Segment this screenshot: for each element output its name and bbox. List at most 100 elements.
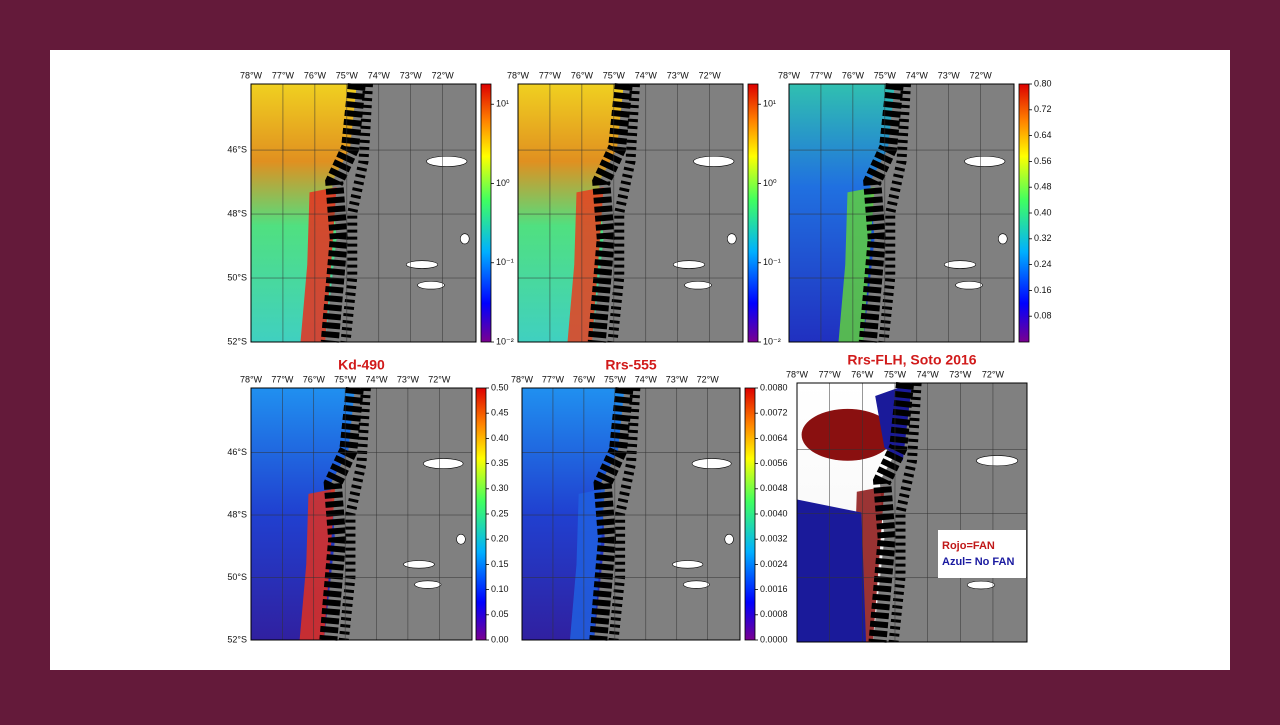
colorbar-tick-label: 0.15: [491, 559, 509, 569]
lon-label: 73°W: [667, 70, 690, 80]
lon-label: 78°W: [778, 70, 801, 80]
lon-label: 77°W: [819, 369, 842, 379]
lon-label: 75°W: [604, 374, 627, 384]
panel-title: Kd-490: [338, 357, 385, 373]
lake: [683, 580, 710, 589]
lon-label: 77°W: [810, 70, 833, 80]
coastline: [338, 387, 371, 641]
map-frame: [250, 387, 473, 641]
map-frame: [788, 83, 1015, 343]
fan-area: [801, 408, 894, 461]
lake: [691, 458, 732, 469]
lon-label: 74°W: [368, 70, 391, 80]
lon-label: 74°W: [635, 70, 658, 80]
colorbar-tick-label: 0.0040: [760, 508, 788, 518]
coastal-strip: [838, 187, 875, 342]
legend-box: [938, 530, 1026, 578]
colorbar-tick-label: 10⁻¹: [763, 257, 781, 267]
map-frame: [517, 83, 744, 343]
colorbar-tick-label: 0.50: [491, 382, 509, 392]
coastline: [340, 83, 373, 343]
lake: [414, 580, 442, 589]
lake: [997, 233, 1008, 245]
lake: [976, 455, 1019, 467]
colorbar-tick-label: 0.0080: [760, 382, 788, 392]
coastline: [608, 387, 641, 641]
lon-label: 76°W: [571, 70, 594, 80]
colorbar: [744, 387, 756, 641]
lat-label: 52°S: [227, 336, 247, 346]
lake: [672, 560, 704, 569]
colorbar-tick-label: 0.25: [491, 508, 509, 518]
map-panel: [250, 387, 473, 641]
coastline: [607, 83, 640, 343]
no-fan-area: [797, 499, 866, 642]
colorbar-tick-label: 0.72: [1034, 104, 1052, 114]
lon-label: 73°W: [938, 70, 961, 80]
map-panel: [521, 387, 741, 641]
legend-entry: Rojo=FAN: [942, 540, 995, 552]
colorbar-tick-label: 0.64: [1034, 130, 1052, 140]
colorbar-tick-label: 0.0016: [760, 584, 788, 594]
coastal-strip: [567, 187, 604, 342]
lake: [459, 233, 470, 245]
lon-label: 77°W: [539, 70, 562, 80]
map-frame: [521, 387, 741, 641]
coastline: [868, 382, 915, 643]
lat-label: 50°S: [227, 272, 247, 282]
lon-label: 74°W: [917, 369, 940, 379]
colorbar-tick-label: 0.40: [491, 433, 509, 443]
lon-label: 73°W: [666, 374, 689, 384]
colorbar-tick-label: 0.08: [1034, 311, 1052, 321]
coastline: [319, 387, 364, 641]
colorbar-tick-label: 0.30: [491, 483, 509, 493]
colorbar-tick-label: 0.16: [1034, 285, 1052, 295]
colorbar-tick-label: 10⁻²: [763, 336, 781, 346]
lake: [672, 260, 706, 269]
colorbar: [475, 387, 487, 641]
lon-label: 77°W: [542, 374, 565, 384]
lake: [417, 281, 445, 290]
lon-label: 76°W: [573, 374, 596, 384]
map-panel: [796, 382, 1028, 643]
colorbar-tick-label: 10⁻¹: [496, 257, 514, 267]
colorbar: [1018, 83, 1030, 343]
colorbar-tick-label: 0.35: [491, 458, 509, 468]
lake: [726, 233, 737, 245]
lon-label: 72°W: [699, 70, 722, 80]
colorbar-tick-label: 0.20: [491, 534, 509, 544]
coastal-strip: [300, 187, 337, 342]
lon-label: 75°W: [603, 70, 626, 80]
map-frame: [796, 382, 1028, 643]
colorbar-tick-label: 0.05: [491, 609, 509, 619]
lake: [403, 560, 435, 569]
colorbar-tick-label: 10¹: [763, 99, 776, 109]
lon-label: 78°W: [240, 70, 263, 80]
colorbar-tick-label: 0.10: [491, 584, 509, 594]
lon-label: 72°W: [982, 369, 1005, 379]
colorbar-tick-label: 0.45: [491, 408, 509, 418]
lat-label: 46°S: [227, 144, 247, 154]
colorbar-tick-label: 0.0064: [760, 433, 788, 443]
colorbar-tick-label: 0.32: [1034, 233, 1052, 243]
coastline: [589, 387, 634, 641]
lon-label: 73°W: [400, 70, 423, 80]
lon-label: 76°W: [851, 369, 874, 379]
colorbar-tick-label: 10⁰: [496, 178, 510, 188]
lon-label: 72°W: [428, 374, 451, 384]
colorbar-tick-label: 0.0072: [760, 408, 788, 418]
colorbar-tick-label: 0.0048: [760, 483, 788, 493]
colorbar: [480, 83, 492, 343]
legend-entry: Azul= No FAN: [942, 556, 1014, 568]
lat-label: 48°S: [227, 208, 247, 218]
lon-label: 77°W: [272, 70, 295, 80]
map-panel: [250, 83, 477, 343]
lon-label: 76°W: [304, 70, 327, 80]
lat-label: 46°S: [227, 447, 247, 457]
lon-label: 74°W: [365, 374, 388, 384]
lake: [456, 533, 466, 545]
lon-label: 76°W: [842, 70, 865, 80]
coastline: [320, 83, 366, 343]
